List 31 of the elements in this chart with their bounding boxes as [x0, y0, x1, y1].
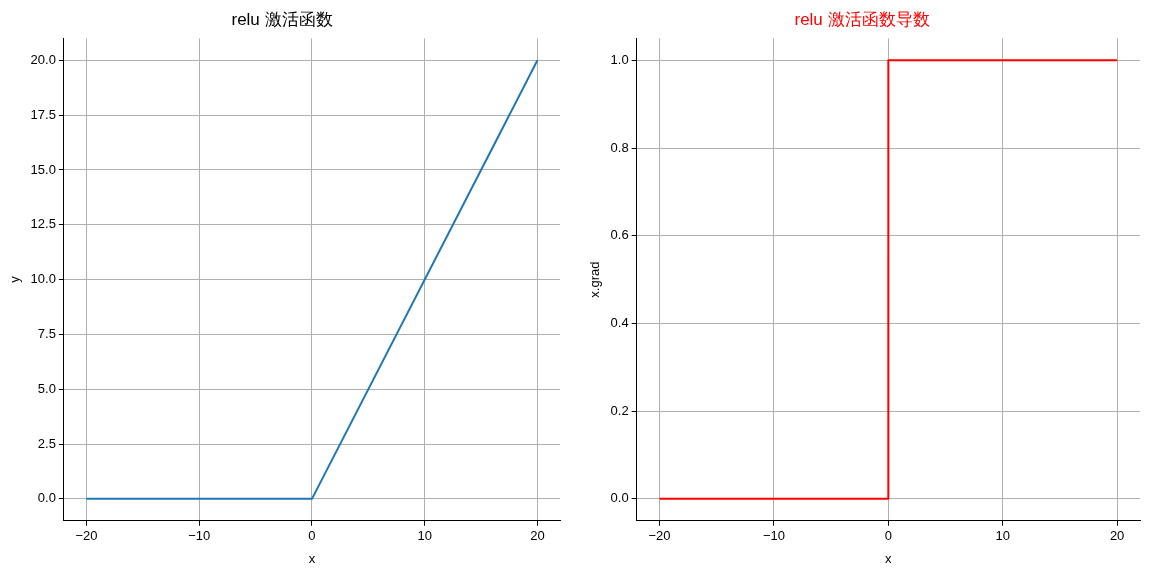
chart-title: relu 激活函数导数 [794, 9, 930, 29]
y-tick-label: 17.5 [30, 106, 56, 122]
x-tick-label: −20 [75, 528, 98, 544]
y-tick-label: 0.0 [37, 490, 56, 506]
y-tick-label: 15.0 [30, 161, 56, 177]
y-tick-label: 20.0 [30, 51, 56, 67]
y-tick-label: 7.5 [37, 326, 56, 341]
x-tick-label: 10 [995, 528, 1010, 544]
y-tick-label: 0.6 [610, 227, 629, 243]
y-tick-label: 5.0 [37, 380, 56, 396]
x-axis-title: x [885, 550, 893, 566]
y-tick-label: 0.8 [610, 139, 629, 155]
y-tick-label: 0.2 [610, 402, 629, 418]
y-tick-label: 12.5 [30, 216, 56, 232]
x-tick-label: 10 [417, 528, 432, 544]
x-tick-label: 0 [308, 528, 316, 544]
y-tick-label: 0.0 [610, 490, 629, 506]
x-tick-label: −10 [188, 528, 211, 544]
x-axis-title: x [308, 550, 316, 566]
x-tick-label: 20 [1109, 528, 1125, 544]
y-axis-title: x.grad [587, 261, 603, 298]
x-tick-label: −10 [762, 528, 785, 544]
x-tick-label: 0 [884, 528, 892, 544]
x-tick-label: 20 [530, 528, 545, 544]
x-tick-label: −20 [648, 528, 671, 544]
y-tick-label: 10.0 [30, 271, 56, 287]
y-tick-label: 1.0 [610, 51, 629, 67]
y-tick-label: 2.5 [37, 435, 56, 451]
chart-title: relu 激活函数 [231, 9, 333, 29]
y-tick-label: 0.4 [610, 315, 629, 331]
y-axis-title: y [7, 275, 23, 283]
